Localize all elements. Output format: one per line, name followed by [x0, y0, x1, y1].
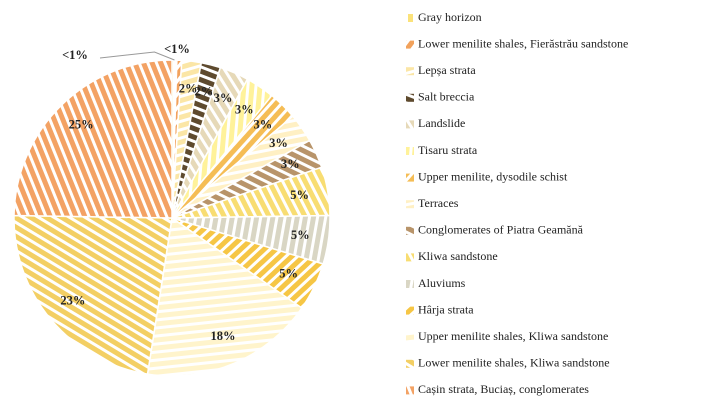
legend-label: Upper menilite shales, Kliwa sandstone	[418, 329, 608, 343]
legend-swatch	[406, 306, 414, 315]
legend-label: Hârja strata	[418, 302, 474, 316]
value-label: 2%	[179, 81, 198, 95]
legend-swatch	[406, 200, 414, 209]
leader-line	[99, 51, 175, 61]
legend-swatch	[406, 93, 414, 102]
legend-swatch	[406, 280, 414, 288]
pie-slice	[146, 216, 303, 377]
legend-label: Lower menilite shales, Kliwa sandstone	[418, 356, 610, 370]
legend-label: Gray horizon	[418, 10, 482, 24]
legend-label: Upper menilite, dysodile schist	[418, 169, 568, 183]
legend-label: Salt breccia	[418, 90, 475, 104]
value-label: 23%	[60, 293, 85, 307]
value-label: 3%	[269, 136, 288, 150]
legend-label: Tisaru strata	[418, 143, 478, 157]
value-label: 5%	[291, 228, 310, 242]
legend-label: Landslide	[418, 116, 465, 130]
value-label: <1%	[164, 42, 190, 56]
legend-swatch	[406, 386, 414, 395]
legend-swatch	[406, 173, 414, 182]
legend-swatch	[406, 40, 414, 49]
value-label: 5%	[290, 188, 309, 202]
value-label: 25%	[69, 118, 94, 132]
legend-label: Kliwa sandstone	[418, 249, 498, 263]
legend-swatch	[406, 333, 414, 342]
value-label: 3%	[254, 118, 273, 132]
legend-label: Conglomerates of Piatra Geamănă	[418, 223, 584, 237]
legend-swatch	[406, 14, 414, 22]
legend-label: Cașin strata, Buciaș, conglomerates	[418, 382, 589, 396]
pie-slice	[13, 59, 173, 219]
value-label: 3%	[235, 102, 254, 116]
value-label: 2%	[195, 84, 214, 98]
pie-slice	[13, 214, 173, 375]
legend-label: Lower menilite shales, Fierăstrău sandst…	[418, 36, 628, 50]
legend-label: Lepșa strata	[418, 63, 476, 77]
value-label: 3%	[214, 91, 233, 105]
legend-swatch	[406, 359, 414, 368]
value-label: 3%	[281, 157, 300, 171]
value-label: 18%	[210, 329, 235, 343]
legend-swatch	[406, 67, 414, 76]
legend-label: Terraces	[418, 196, 459, 210]
legend-label: Aluviums	[418, 276, 466, 290]
value-label: 5%	[279, 266, 298, 280]
legend-swatch	[406, 253, 414, 262]
legend-swatch	[406, 226, 414, 235]
value-label: <1%	[62, 48, 88, 62]
legend-swatch	[406, 147, 414, 155]
legend-swatch	[406, 120, 414, 129]
